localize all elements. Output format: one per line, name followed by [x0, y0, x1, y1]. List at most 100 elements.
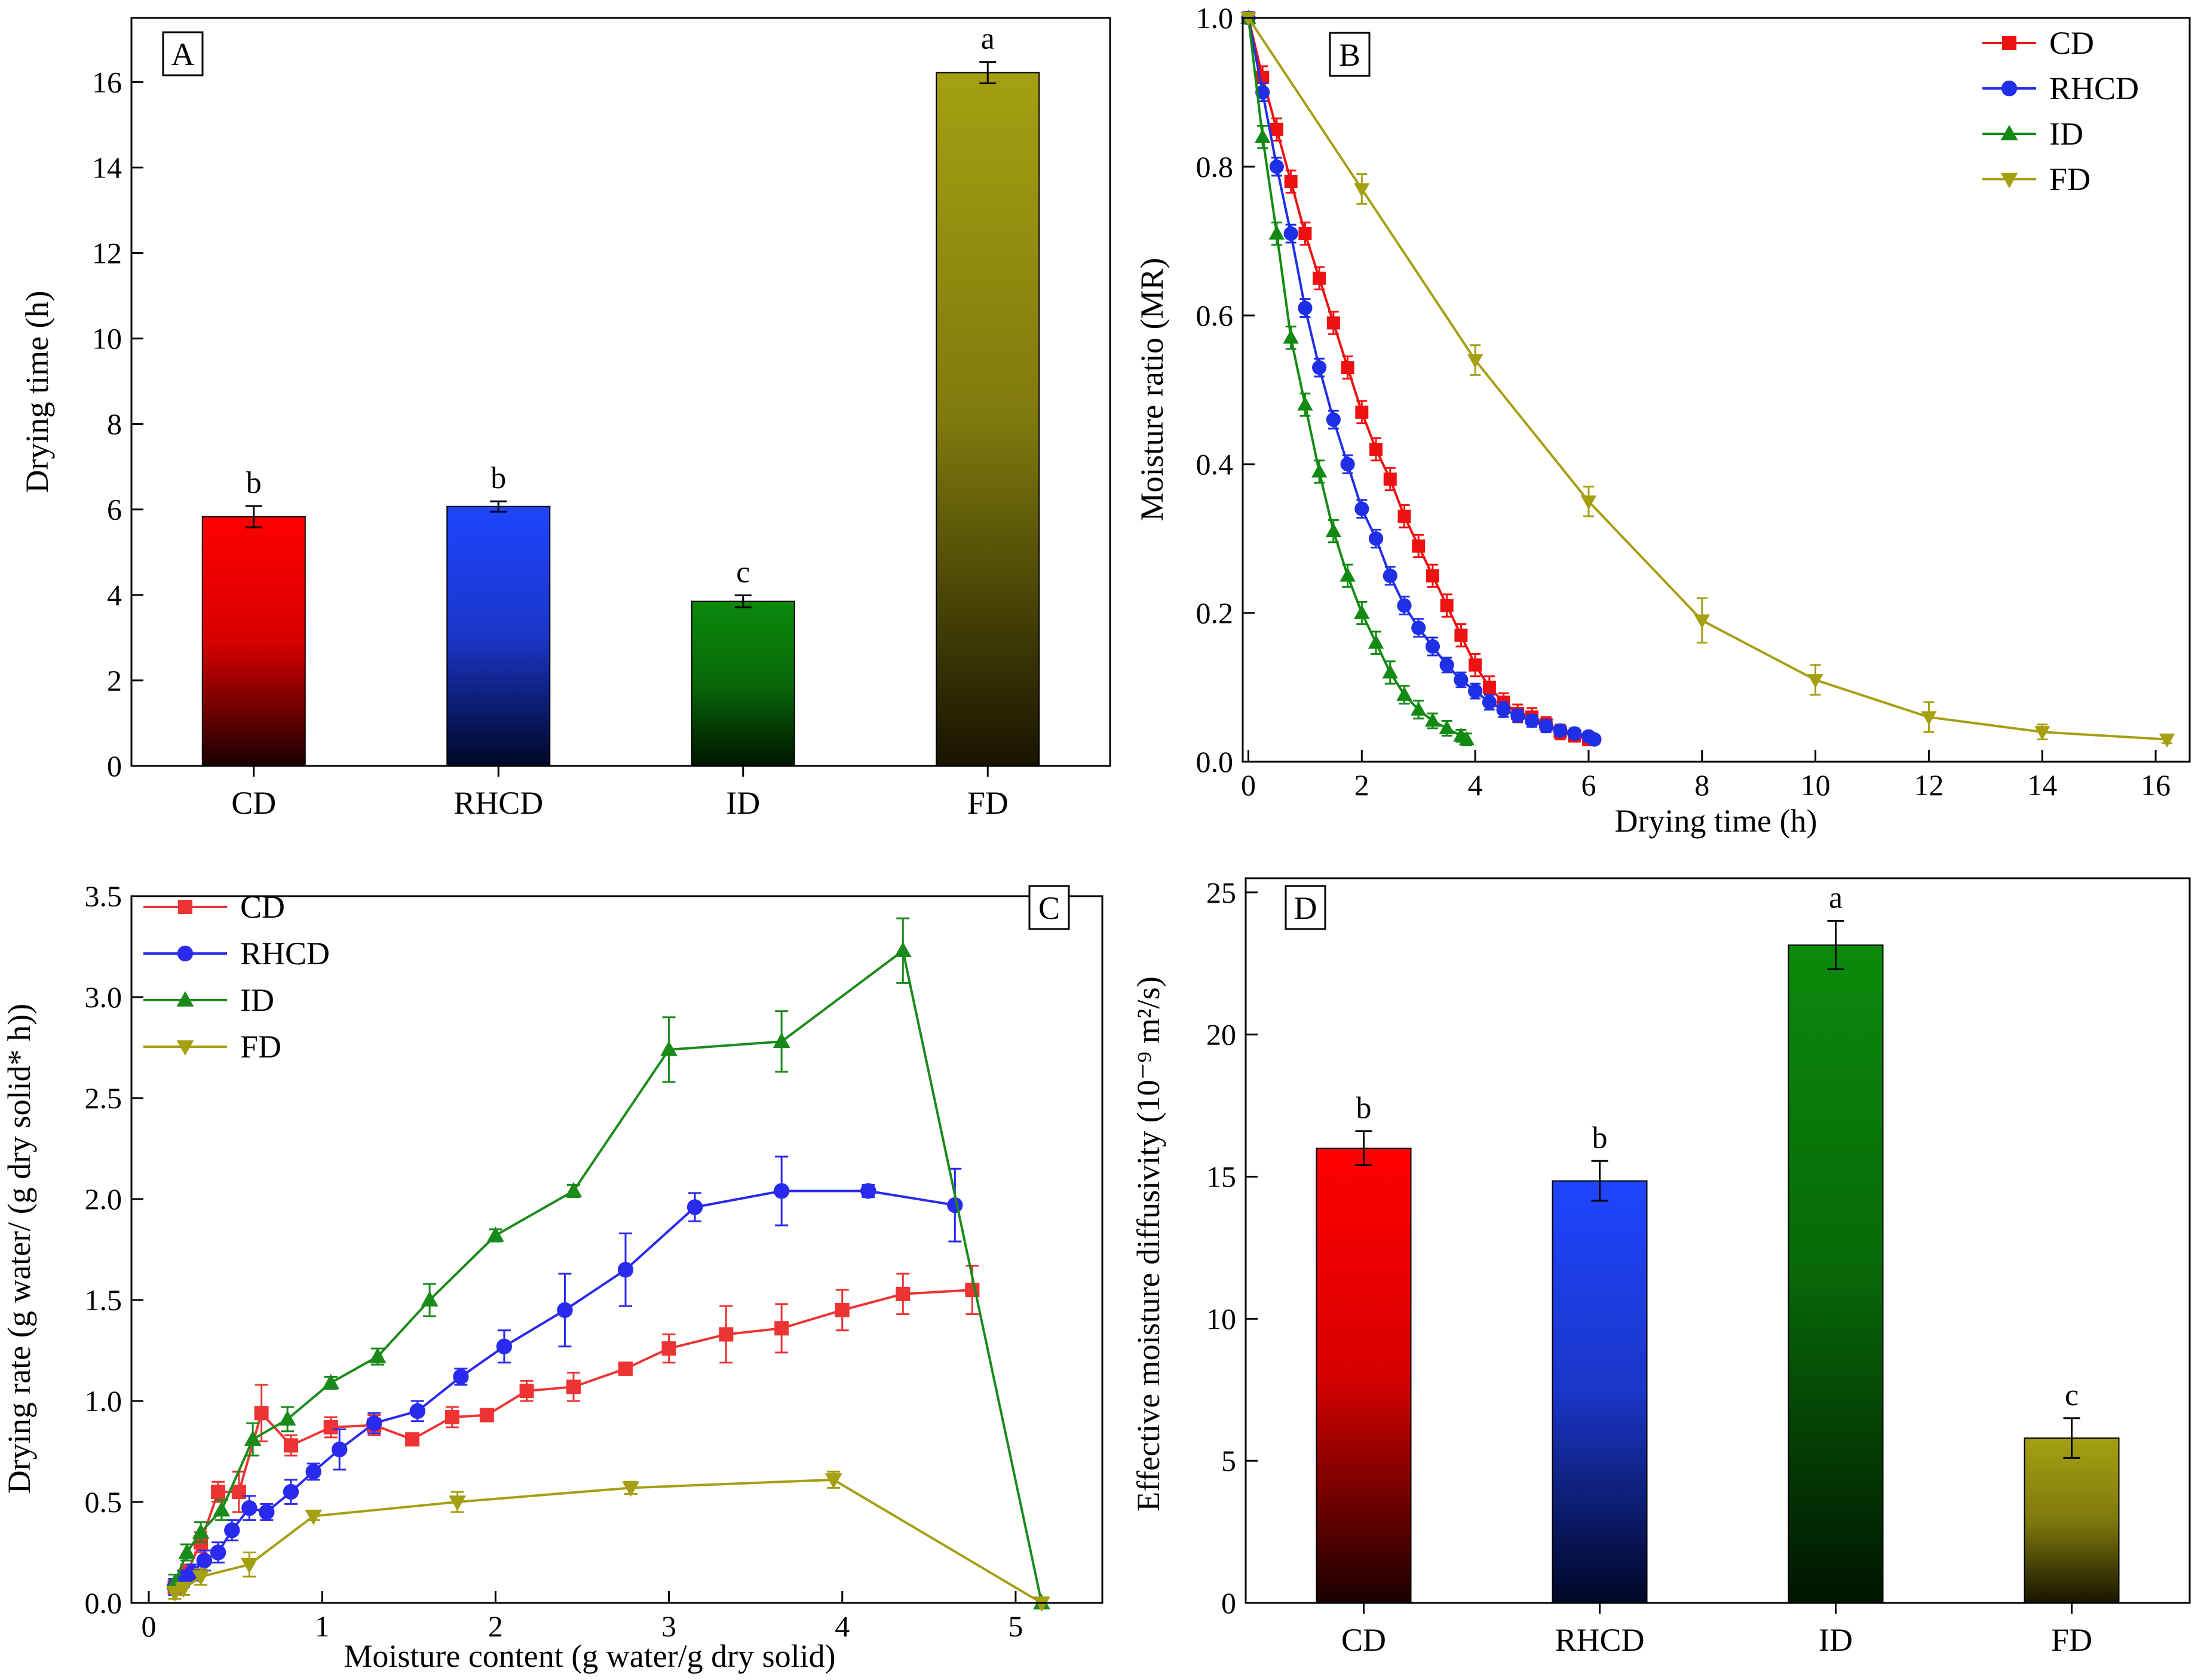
- data-point: [1567, 726, 1582, 741]
- data-point: [660, 1040, 678, 1056]
- data-point: [1284, 174, 1298, 188]
- x-tick-label: 16: [2141, 768, 2171, 802]
- data-point: [224, 1522, 240, 1538]
- data-point: [773, 1183, 790, 1199]
- data-point: [479, 1408, 494, 1423]
- data-point: [1033, 1596, 1050, 1612]
- data-point: [305, 1464, 321, 1480]
- data-point: [2159, 733, 2175, 748]
- y-tick-label: 16: [92, 65, 122, 99]
- data-point: [1255, 128, 1271, 143]
- plot-frame: [1245, 877, 2191, 1604]
- x-tick-label: 12: [1914, 768, 1944, 802]
- data-point: [1326, 412, 1341, 427]
- data-point: [1468, 683, 1483, 698]
- data-point: [1269, 159, 1285, 174]
- data-point: [1368, 634, 1384, 649]
- data-point: [231, 1485, 246, 1500]
- data-point: [1354, 501, 1369, 516]
- x-tick-label: 6: [1581, 768, 1596, 802]
- data-point: [1298, 227, 1312, 241]
- y-tick-label: 2.5: [85, 1081, 122, 1115]
- significance-letter: b: [1356, 1091, 1372, 1125]
- significance-letter: a: [981, 22, 995, 56]
- panel-letter-box: [1285, 885, 1326, 930]
- data-point: [1587, 732, 1602, 747]
- panel-a-drying-time: 0 2 4 6 8 10 12 14 16 b CD b RHCD c ID a FD A Drying time …: [19, 17, 1111, 821]
- legend-marker: [178, 900, 192, 914]
- series-id: [166, 917, 1050, 1610]
- data-point: [1341, 361, 1354, 375]
- y-tick-label: 5: [1221, 1444, 1236, 1477]
- data-point: [278, 1410, 296, 1426]
- data-point: [1807, 674, 1823, 688]
- data-point: [1312, 360, 1327, 375]
- legend-label: RHCD: [240, 936, 330, 971]
- y-tick-label: 2.0: [85, 1182, 122, 1216]
- x-tick-label: 14: [2027, 768, 2057, 802]
- panel-c-drying-rate: 0.0 0.5 1.0 1.5 2.0 2.5 3.0 3.5 0 1 2 3 4 5 CD RHCD ID FD…: [1, 879, 1104, 1674]
- data-point: [1482, 695, 1497, 710]
- data-point: [1496, 702, 1511, 717]
- data-point: [244, 1430, 262, 1446]
- data-point: [1270, 122, 1283, 136]
- data-point: [421, 1291, 439, 1307]
- legend-marker: [2000, 125, 2018, 140]
- significance-letter: c: [736, 556, 750, 590]
- data-point: [259, 1504, 275, 1520]
- data-point: [1283, 329, 1299, 344]
- x-axis-label: Moisture content (g water/g dry solid): [344, 1638, 835, 1674]
- significance-letter: b: [491, 461, 506, 495]
- data-point: [1369, 443, 1383, 456]
- legend-marker: [2000, 173, 2018, 188]
- series-line-id: [173, 948, 1043, 1604]
- x-tick-label: 4: [835, 1610, 850, 1643]
- data-point: [618, 1361, 633, 1376]
- legend-label: RHCD: [2049, 70, 2139, 106]
- data-point: [211, 1485, 226, 1500]
- y-tick-label: 1.0: [1196, 1, 1234, 35]
- data-point: [860, 1183, 876, 1199]
- legend-marker: [2001, 80, 2018, 97]
- data-point: [565, 1182, 583, 1198]
- data-point: [1297, 396, 1313, 411]
- category-label: ID: [1819, 1622, 1853, 1658]
- data-point: [519, 1384, 534, 1399]
- data-point: [449, 1495, 466, 1511]
- data-point: [1439, 658, 1454, 673]
- panel-letter: D: [1294, 890, 1317, 926]
- y-tick-label: 3.5: [85, 879, 122, 913]
- category-label: RHCD: [453, 785, 543, 821]
- data-point: [332, 1441, 348, 1458]
- data-point: [1311, 463, 1328, 478]
- x-tick-label: 3: [661, 1610, 676, 1643]
- data-point: [240, 1558, 258, 1574]
- bar-id: [1788, 944, 1884, 1604]
- data-point: [496, 1338, 513, 1354]
- panel-letter: B: [1339, 37, 1360, 73]
- data-point: [1396, 686, 1412, 701]
- data-point: [405, 1432, 420, 1447]
- legend-marker: [176, 991, 194, 1007]
- bar-cd: [1316, 1147, 1412, 1604]
- data-point: [1467, 354, 1483, 369]
- series-id: [1240, 10, 1475, 747]
- y-tick-label: 0.6: [1196, 299, 1234, 332]
- data-point: [835, 1302, 850, 1317]
- panel-letter-box: [162, 31, 204, 76]
- x-tick-label: 2: [488, 1610, 503, 1643]
- legend-label: CD: [240, 889, 285, 925]
- x-tick-label: 4: [1468, 768, 1483, 802]
- data-point: [210, 1544, 226, 1561]
- data-point: [1397, 598, 1412, 613]
- data-point: [1383, 568, 1397, 583]
- panel-letter: C: [1038, 890, 1060, 926]
- data-point: [196, 1552, 213, 1569]
- y-tick-label: 15: [1206, 1160, 1236, 1193]
- bar-rhcd: [446, 505, 551, 767]
- significance-letter: a: [1829, 881, 1843, 915]
- y-tick-label: 0.5: [85, 1485, 122, 1519]
- x-tick-label: 5: [1008, 1610, 1023, 1643]
- y-tick-label: 12: [92, 236, 122, 269]
- series-fd: [166, 1470, 1050, 1612]
